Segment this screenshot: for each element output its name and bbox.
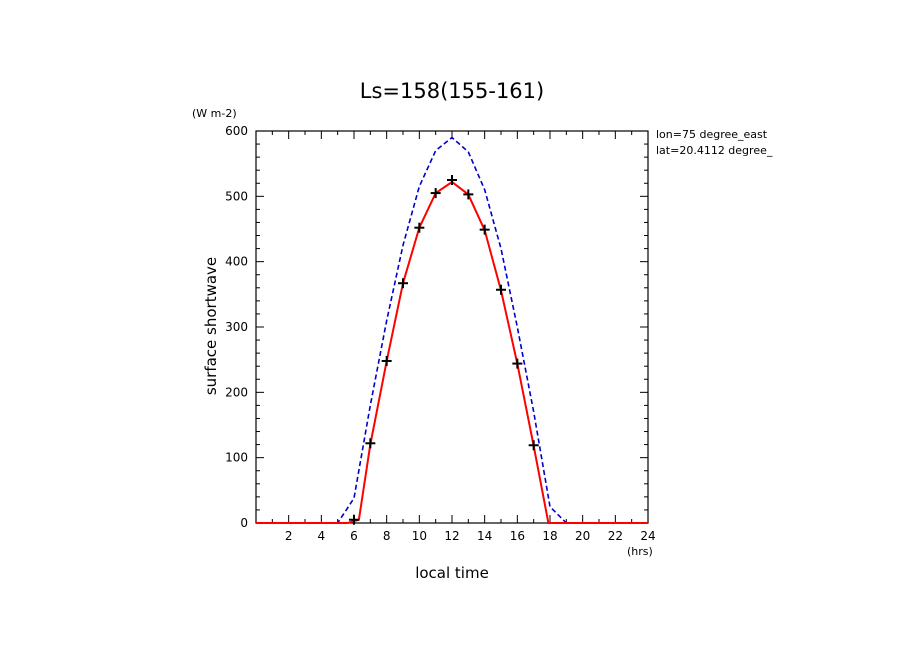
series-layer [256, 136, 648, 525]
data-marker [398, 278, 408, 289]
annotation-lat: lat=20.4112 degree_ [656, 144, 773, 157]
x-tick-label: 10 [412, 529, 427, 543]
data-marker [479, 224, 490, 235]
y-unit-label: (W m-2) [192, 107, 237, 120]
x-tick-label: 6 [350, 529, 358, 543]
data-marker [496, 284, 506, 295]
x-tick-label: 24 [640, 529, 655, 543]
y-tick-label: 500 [225, 189, 248, 203]
x-tick-label: 14 [477, 529, 492, 543]
data-marker [447, 175, 457, 185]
series-line-solid [256, 180, 648, 524]
y-tick-label: 100 [225, 451, 248, 465]
x-tick-label: 8 [383, 529, 391, 543]
x-unit-label: (hrs) [627, 545, 653, 558]
y-tick-label: 600 [225, 124, 248, 138]
chart-title: Ls=158(155-161) [360, 79, 544, 103]
y-tick-label: 0 [240, 516, 248, 530]
x-tick-label: 4 [318, 529, 326, 543]
data-marker [463, 189, 474, 200]
y-tick-label: 200 [225, 385, 248, 399]
y-tick-label: 400 [225, 255, 248, 269]
series-line-dashed [256, 136, 648, 524]
x-tick-label: 2 [285, 529, 293, 543]
y-axis-label: surface shortwave [202, 257, 220, 395]
data-marker [414, 222, 425, 233]
plot-frame [255, 130, 649, 524]
x-tick-label: 20 [575, 529, 590, 543]
data-marker [512, 358, 523, 369]
x-tick-label: 22 [608, 529, 623, 543]
y-tick-label: 300 [225, 320, 248, 334]
x-axis-label: local time [415, 564, 489, 582]
x-tick-label: 18 [542, 529, 557, 543]
data-marker [349, 514, 359, 525]
x-tick-label: 12 [444, 529, 459, 543]
data-marker [381, 355, 392, 366]
annotation-lon: lon=75 degree_east [656, 128, 768, 141]
data-marker [528, 440, 539, 451]
x-tick-label: 16 [510, 529, 525, 543]
data-marker [430, 188, 441, 199]
data-marker [365, 438, 376, 449]
